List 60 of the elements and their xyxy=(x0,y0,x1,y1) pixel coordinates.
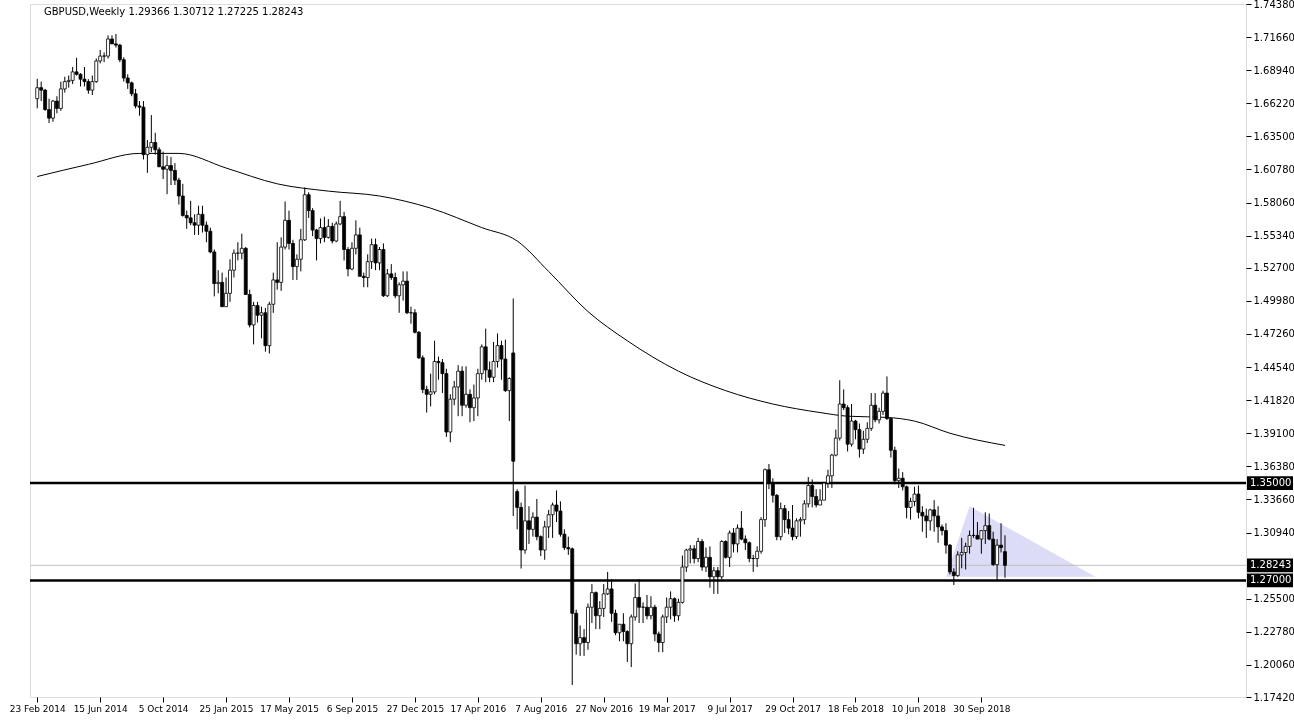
x-tick-label: 27 Nov 2016 xyxy=(575,703,634,714)
y-tick-label: 1.30940 xyxy=(1253,527,1294,539)
y-tick-label: 1.41820 xyxy=(1253,394,1294,406)
y-tick-label: 1.66220 xyxy=(1253,97,1294,109)
y-tick-label: 1.58060 xyxy=(1253,197,1294,209)
candlestick xyxy=(668,590,673,620)
candlestick xyxy=(645,594,649,620)
y-tick-label: 1.49980 xyxy=(1253,295,1294,307)
x-tick-label: 7 Aug 2016 xyxy=(515,703,568,714)
x-tick-label: 27 Dec 2015 xyxy=(386,703,445,714)
ref-line-label: 1.28243 xyxy=(1250,559,1292,571)
x-tick-label: 30 Sep 2018 xyxy=(953,703,1011,714)
y-tick-label: 1.33660 xyxy=(1253,493,1294,505)
x-tick-label: 23 Feb 2014 xyxy=(9,703,67,714)
candlestick xyxy=(373,238,378,271)
x-tick-label: 17 May 2015 xyxy=(260,703,319,714)
x-tick-label: 29 Oct 2017 xyxy=(765,703,821,714)
y-tick-label: 1.74380 xyxy=(1253,0,1294,10)
x-tick-label: 5 Oct 2014 xyxy=(138,703,189,714)
x-tick-label: 17 Apr 2016 xyxy=(450,703,507,714)
ref-line-label: 1.27000 xyxy=(1250,574,1292,586)
candlestick xyxy=(790,504,795,541)
chart-title: GBPUSD,Weekly 1.29366 1.30712 1.27225 1.28243 xyxy=(44,6,304,17)
y-tick-label: 1.71660 xyxy=(1253,31,1294,43)
candlestick xyxy=(782,504,787,534)
y-tick-label: 1.17420 xyxy=(1253,691,1294,703)
x-tick-label: 25 Jan 2015 xyxy=(199,703,254,714)
candlestick xyxy=(322,216,327,243)
y-tick-label: 1.52700 xyxy=(1253,262,1294,274)
ref-line-label: 1.35000 xyxy=(1250,477,1292,489)
candlestick xyxy=(692,544,697,564)
candlestick xyxy=(196,205,201,236)
y-tick-label: 1.44540 xyxy=(1253,361,1294,373)
y-tick-label: 1.47260 xyxy=(1253,328,1294,340)
candlestick xyxy=(326,218,331,240)
x-tick-label: 6 Sep 2015 xyxy=(326,703,379,714)
y-tick-label: 1.68940 xyxy=(1253,64,1294,76)
y-tick-label: 1.25500 xyxy=(1253,593,1294,605)
candlestick xyxy=(35,78,40,109)
x-tick-label: 15 Jun 2014 xyxy=(73,703,129,714)
y-tick-label: 1.36380 xyxy=(1253,460,1294,472)
y-tick-label: 1.60780 xyxy=(1253,163,1294,175)
candlestick xyxy=(983,511,988,545)
candlestick xyxy=(735,523,740,553)
y-tick-label: 1.22780 xyxy=(1253,626,1294,638)
x-tick-label: 10 Jun 2018 xyxy=(891,703,947,714)
candlestick xyxy=(58,81,63,112)
x-tick-label: 19 Mar 2017 xyxy=(638,703,696,714)
x-tick-label: 9 Jul 2017 xyxy=(707,703,753,714)
y-tick-label: 1.39100 xyxy=(1253,427,1294,439)
y-tick-label: 1.55340 xyxy=(1253,230,1294,242)
y-tick-label: 1.63500 xyxy=(1253,130,1294,142)
candlestick xyxy=(857,423,862,459)
x-tick-label: 18 Feb 2018 xyxy=(827,703,885,714)
candlestick xyxy=(106,34,110,60)
candlestick xyxy=(688,544,693,564)
candlestick xyxy=(464,365,468,409)
candlestick xyxy=(165,155,169,195)
candlestick xyxy=(318,217,323,244)
y-tick-label: 1.20060 xyxy=(1253,659,1294,671)
